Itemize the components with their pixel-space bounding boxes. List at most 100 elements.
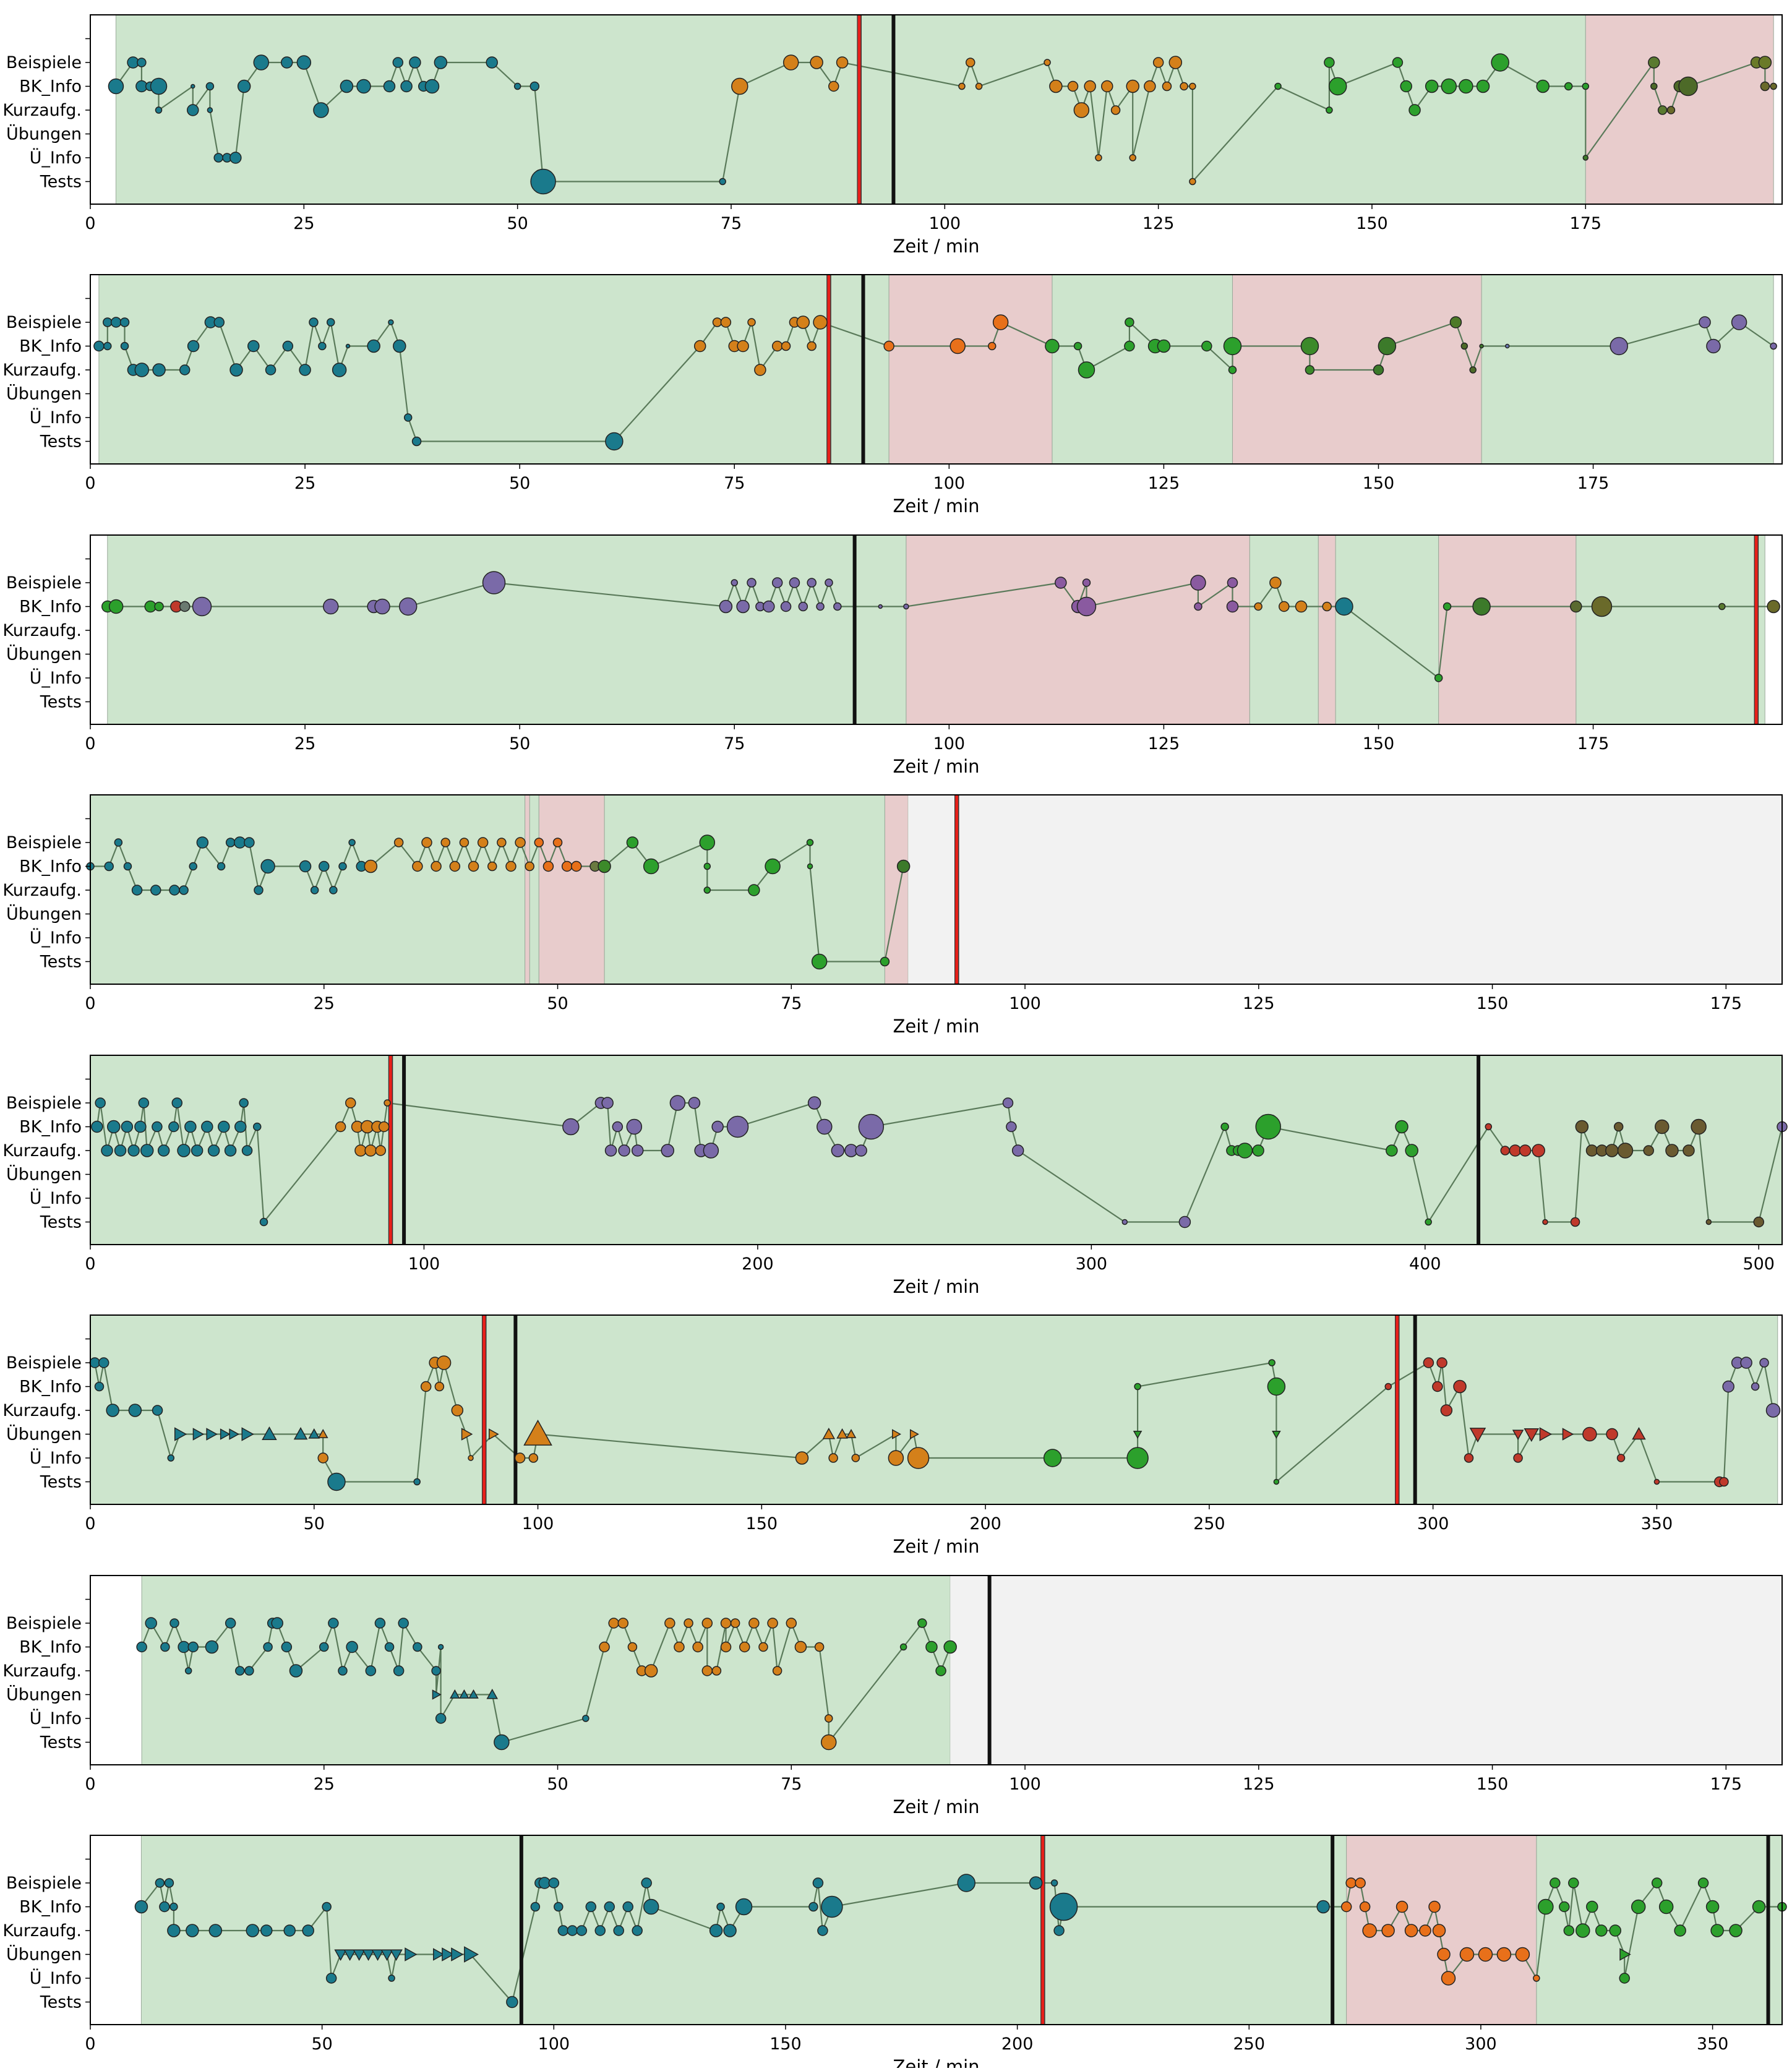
data-point xyxy=(899,1643,907,1651)
data-point xyxy=(780,601,792,612)
data-point xyxy=(716,1902,725,1911)
data-point xyxy=(1619,1973,1630,1984)
data-point xyxy=(1190,575,1206,591)
data-point xyxy=(184,1120,197,1133)
data-point xyxy=(528,1453,539,1463)
data-point xyxy=(1326,106,1333,114)
data-point xyxy=(1469,1428,1486,1443)
data-point xyxy=(388,1975,395,1982)
data-point xyxy=(225,1618,236,1629)
data-point xyxy=(758,1642,768,1652)
data-point xyxy=(1453,1379,1467,1394)
data-point xyxy=(878,604,883,609)
x-tick-label: 100 xyxy=(538,2035,570,2054)
data-point xyxy=(594,1925,606,1936)
data-point xyxy=(772,1666,782,1676)
y-tick-label: Kurzaufg. xyxy=(2,1662,82,1681)
x-tick-label: 0 xyxy=(85,2035,95,2054)
data-point xyxy=(1691,1118,1707,1135)
data-point xyxy=(168,1121,179,1133)
data-point xyxy=(825,578,833,587)
data-point xyxy=(346,1640,358,1653)
red-span xyxy=(906,534,1250,725)
data-point xyxy=(241,1427,254,1441)
data-point xyxy=(534,838,544,847)
x-tick-label: 25 xyxy=(314,994,335,1013)
data-point xyxy=(1504,343,1510,349)
data-point xyxy=(409,56,421,69)
data-point xyxy=(186,1924,199,1937)
green-span xyxy=(1481,274,1774,465)
data-point xyxy=(134,1120,147,1133)
data-point xyxy=(1404,1924,1418,1937)
data-point xyxy=(855,1144,867,1157)
data-point xyxy=(451,1947,464,1962)
data-point xyxy=(393,1665,405,1676)
data-point xyxy=(1770,342,1777,350)
data-point xyxy=(1408,104,1421,116)
data-point xyxy=(1582,1426,1597,1442)
data-point xyxy=(1254,602,1263,611)
data-point xyxy=(1279,601,1290,612)
data-point xyxy=(909,1429,919,1439)
data-point xyxy=(224,1144,237,1157)
y-tick-label: Beispiele xyxy=(6,1353,82,1373)
data-point xyxy=(103,341,112,351)
data-point xyxy=(309,317,319,327)
data-point xyxy=(459,838,469,847)
data-point xyxy=(1228,366,1237,374)
data-point xyxy=(1653,1478,1660,1485)
axes-frame xyxy=(90,1314,1783,1505)
data-point xyxy=(1441,78,1457,95)
data-point xyxy=(1073,102,1090,118)
data-point xyxy=(134,1900,148,1914)
data-point xyxy=(811,953,828,970)
data-point xyxy=(1073,341,1082,351)
data-point xyxy=(179,364,191,375)
data-point xyxy=(213,153,223,163)
data-point xyxy=(808,1902,818,1912)
data-point xyxy=(497,838,507,847)
data-point xyxy=(1570,1217,1580,1227)
data-point xyxy=(420,1381,432,1392)
data-point xyxy=(253,54,270,71)
data-point xyxy=(1152,57,1164,68)
data-point xyxy=(1619,1948,1631,1961)
y-tick-label: BK_Info xyxy=(19,77,82,96)
x-axis-label: Zeit / min xyxy=(893,1796,979,1817)
data-point xyxy=(123,862,132,871)
data-point xyxy=(817,1925,828,1936)
data-point xyxy=(1157,339,1171,353)
data-point xyxy=(703,886,711,894)
data-point xyxy=(1055,577,1067,589)
data-point xyxy=(1550,1877,1561,1889)
data-point xyxy=(1533,1975,1540,1982)
data-point xyxy=(345,343,351,349)
data-point xyxy=(1011,1144,1024,1157)
x-tick-label: 200 xyxy=(742,1254,774,1274)
y-tick-label: Ü_Info xyxy=(30,928,82,948)
data-point xyxy=(880,956,890,967)
data-point xyxy=(431,860,442,872)
data-point xyxy=(262,1426,277,1441)
x-tick-label: 350 xyxy=(1697,2035,1729,2054)
data-point xyxy=(338,862,347,871)
data-point xyxy=(107,1120,121,1134)
data-point xyxy=(91,1120,103,1133)
data-point xyxy=(796,315,810,329)
data-point xyxy=(482,571,506,594)
y-tick-label: Beispiele xyxy=(6,1614,82,1633)
data-point xyxy=(459,1689,469,1699)
data-point xyxy=(1029,1876,1043,1890)
y-tick-label: Ü_Info xyxy=(30,1448,82,1468)
data-point xyxy=(328,1618,339,1629)
data-point xyxy=(506,1996,518,2009)
data-point xyxy=(380,1949,393,1962)
data-point xyxy=(567,1925,578,1936)
data-point xyxy=(720,317,732,328)
data-point xyxy=(1395,1120,1408,1134)
data-point xyxy=(317,1428,328,1438)
y-tick-label: Übungen xyxy=(6,645,82,664)
data-point xyxy=(1617,1143,1634,1159)
data-point xyxy=(289,1664,303,1678)
